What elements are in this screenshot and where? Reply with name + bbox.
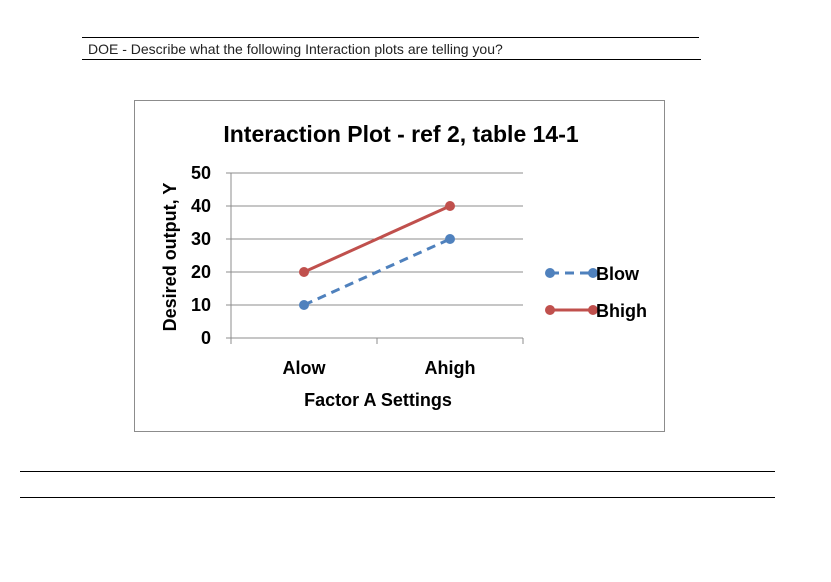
- legend-marker-left-bhigh: [545, 305, 555, 315]
- chart-title: Interaction Plot - ref 2, table 14-1: [223, 121, 579, 147]
- legend-label-bhigh: Bhigh: [596, 301, 647, 321]
- bottom-rule-upper: [20, 471, 775, 472]
- data-point-blow-ahigh: [445, 234, 455, 244]
- x-tick-label-ahigh: Ahigh: [425, 358, 476, 378]
- legend: Blow Bhigh: [545, 264, 647, 321]
- question-text: DOE - Describe what the following Intera…: [88, 41, 503, 57]
- series: [299, 201, 455, 310]
- series-line-bhigh: [303, 204, 451, 274]
- legend-label-blow: Blow: [596, 264, 640, 284]
- x-axis-label: Factor A Settings: [304, 390, 452, 410]
- interaction-plot: 0 10 20 30 40 50 Alow Ahigh Blow Bhigh Interacti…: [160, 121, 647, 410]
- data-point-bhigh-ahigh: [445, 201, 455, 211]
- data-point-blow-alow: [299, 300, 309, 310]
- y-tick-label: 10: [191, 295, 211, 315]
- data-point-bhigh-alow: [299, 267, 309, 277]
- axes: 0 10 20 30 40 50 Alow Ahigh: [191, 163, 524, 378]
- top-rule-upper: [82, 37, 699, 38]
- bottom-rule-lower: [20, 497, 775, 498]
- y-tick-label: 50: [191, 163, 211, 183]
- legend-marker-left-blow: [545, 268, 555, 278]
- y-axis-label: Desired output, Y: [160, 183, 180, 332]
- chart-frame: 0 10 20 30 40 50 Alow Ahigh Blow Bhigh Interacti…: [134, 100, 665, 432]
- y-tick-label: 30: [191, 229, 211, 249]
- legend-marker-right-blow: [588, 268, 598, 278]
- y-tick-label: 20: [191, 262, 211, 282]
- x-tick-label-alow: Alow: [283, 358, 327, 378]
- y-tick-label: 0: [201, 328, 211, 348]
- y-tick-label: 40: [191, 196, 211, 216]
- top-rule-lower: [82, 59, 701, 60]
- legend-marker-right-bhigh: [588, 305, 598, 315]
- series-line-blow: [303, 237, 451, 307]
